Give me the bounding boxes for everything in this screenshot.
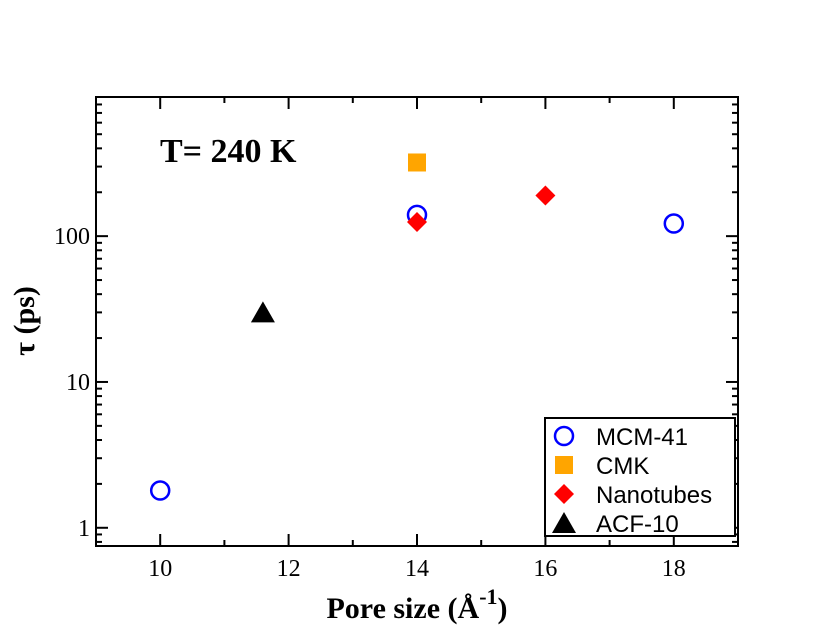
- point-acf-10: [250, 301, 275, 323]
- y-tick-label: 100: [54, 224, 90, 250]
- legend-marker-nanotubes: [554, 484, 574, 504]
- x-tick-label: 10: [148, 556, 172, 582]
- tick-labels: 10 12 14 16 18 1 10 100: [54, 224, 686, 582]
- point-cmk: [408, 153, 426, 172]
- legend-label-mcm-41: MCM-41: [596, 424, 688, 451]
- plot-frame: [95, 96, 739, 547]
- data-points: [149, 153, 685, 501]
- legend-label-cmk: CMK: [596, 453, 649, 480]
- x-tick-label: 12: [277, 556, 301, 582]
- point-nanotubes: [535, 185, 556, 206]
- x-axis-title: Pore size (Å-1): [326, 584, 507, 625]
- legend-marker-mcm-41: [553, 425, 575, 447]
- legend-marker-cmk: [555, 456, 573, 474]
- x-tick-label: 16: [533, 556, 557, 582]
- legend-marker-acf-10: [552, 512, 576, 533]
- point-nanotubes: [407, 212, 427, 233]
- y-tick-label: 10: [66, 370, 90, 396]
- x-tick-label: 18: [662, 556, 686, 582]
- point-mcm-41: [149, 480, 171, 501]
- legend-label-acf-10: ACF-10: [596, 511, 679, 538]
- x-tick-label: 14: [405, 556, 429, 582]
- legend-box: [544, 417, 736, 537]
- point-mcm-41: [663, 213, 685, 234]
- temperature-annotation: T= 240 K: [160, 133, 297, 170]
- y-tick-label: 1: [78, 516, 90, 542]
- y-axis-title: τ (ps): [8, 286, 41, 356]
- legend-label-nanotubes: Nanotubes: [596, 482, 712, 509]
